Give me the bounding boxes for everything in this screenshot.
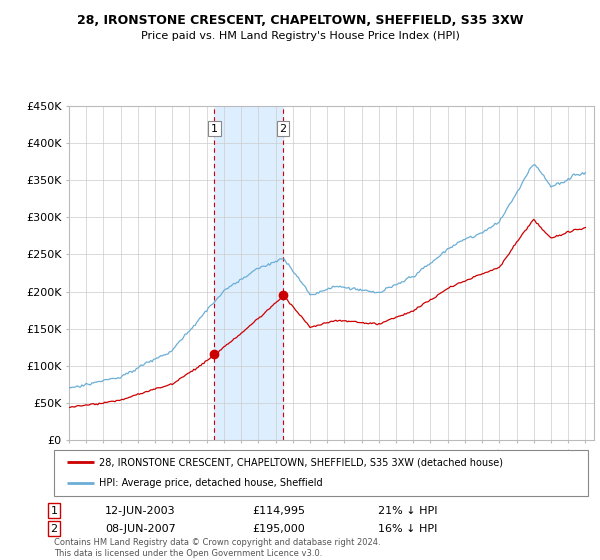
Bar: [214, 106, 283, 440]
Text: 08-JUN-2007: 08-JUN-2007: [105, 524, 176, 534]
Text: 28, IRONSTONE CRESCENT, CHAPELTOWN, SHEFFIELD, S35 3XW (detached house): 28, IRONSTONE CRESCENT, CHAPELTOWN, SHEF…: [100, 457, 503, 467]
Text: £195,000: £195,000: [252, 524, 305, 534]
Text: Contains HM Land Registry data © Crown copyright and database right 2024.
This d: Contains HM Land Registry data © Crown c…: [54, 538, 380, 558]
FancyBboxPatch shape: [54, 450, 588, 496]
Text: 28, IRONSTONE CRESCENT, CHAPELTOWN, SHEFFIELD, S35 3XW: 28, IRONSTONE CRESCENT, CHAPELTOWN, SHEF…: [77, 14, 523, 27]
Text: 1: 1: [211, 124, 218, 134]
Text: 21% ↓ HPI: 21% ↓ HPI: [378, 506, 437, 516]
Text: £114,995: £114,995: [252, 506, 305, 516]
Text: 16% ↓ HPI: 16% ↓ HPI: [378, 524, 437, 534]
Text: 1: 1: [50, 506, 58, 516]
Text: HPI: Average price, detached house, Sheffield: HPI: Average price, detached house, Shef…: [100, 478, 323, 488]
Text: 2: 2: [50, 524, 58, 534]
Text: 2: 2: [280, 124, 287, 134]
Text: 12-JUN-2003: 12-JUN-2003: [105, 506, 176, 516]
Text: Price paid vs. HM Land Registry's House Price Index (HPI): Price paid vs. HM Land Registry's House …: [140, 31, 460, 41]
